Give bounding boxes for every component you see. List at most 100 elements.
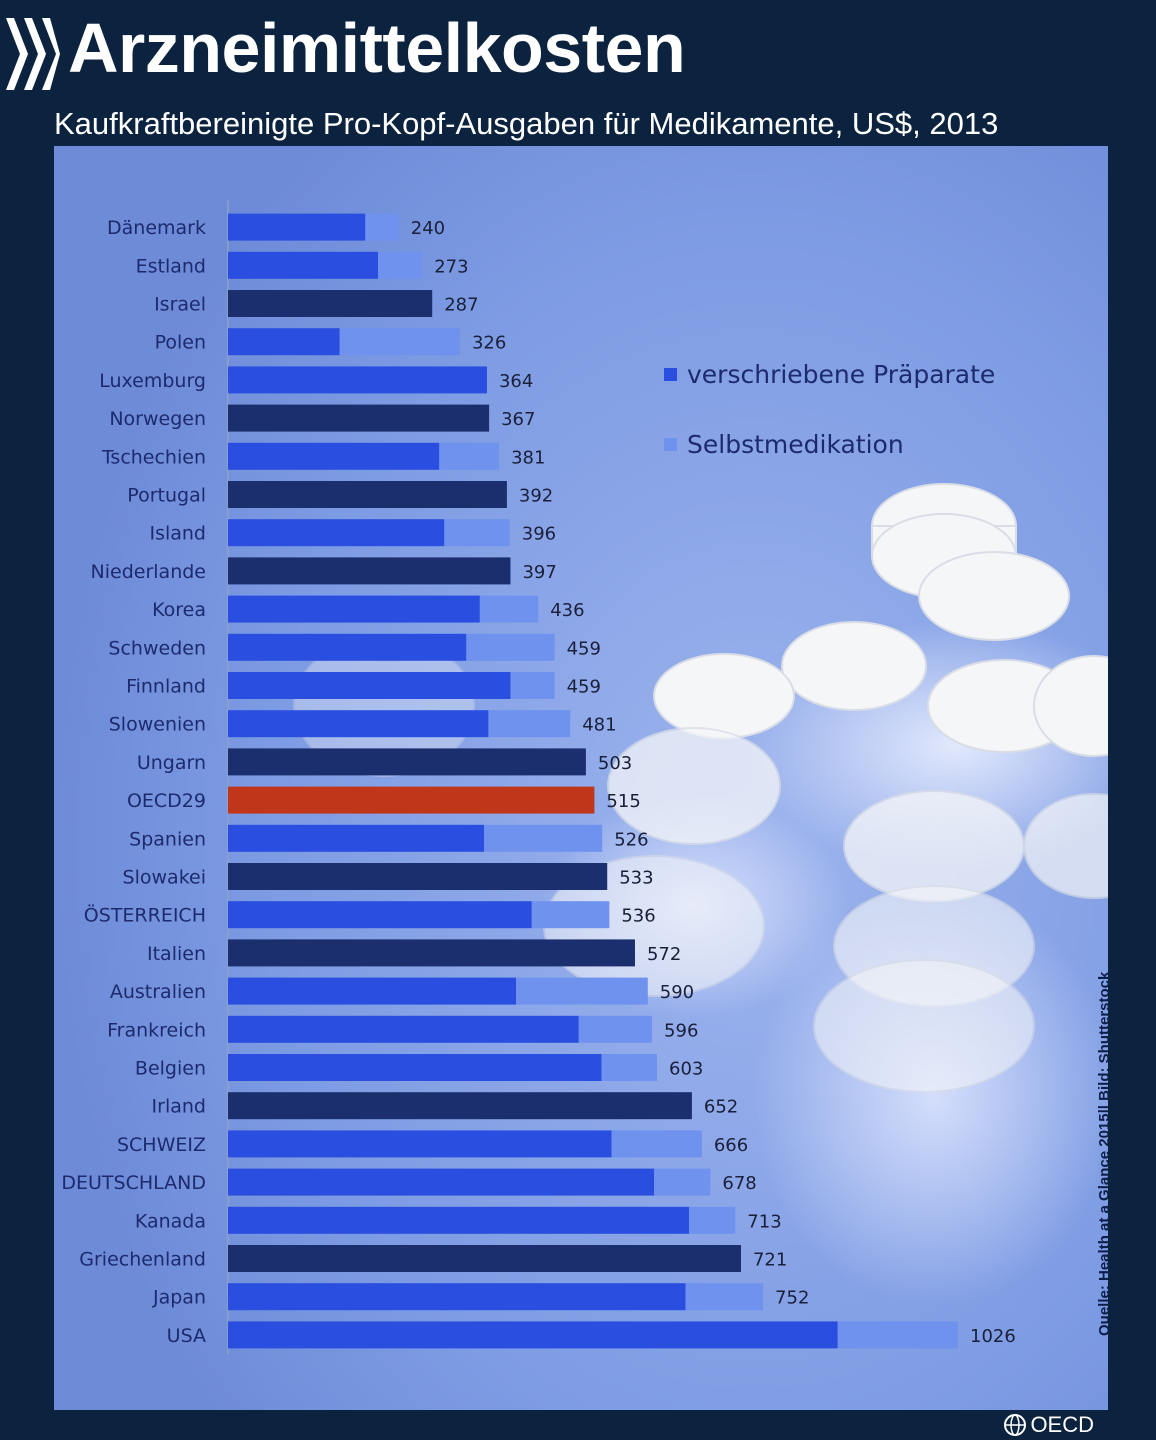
value-label-griechenland: 721: [753, 1250, 787, 1271]
bar-prescribed-usa: [228, 1321, 838, 1349]
legend-swatch-prescribed: [664, 367, 677, 381]
bar-otc-schweden: [466, 633, 555, 661]
category-label-norwegen: Norwegen: [109, 408, 206, 430]
category-label-schweden: Schweden: [108, 637, 206, 659]
category-label-luxemburg: Luxemburg: [99, 370, 206, 392]
bar-prescribed-schweden: [228, 633, 467, 661]
category-label-schweiz: SCHWEIZ: [117, 1134, 206, 1156]
value-label-slowenien: 481: [582, 715, 616, 736]
bar-total-slowakei: [228, 863, 608, 890]
source-note: Quelle: Health at a Glance 2015|| Bild: …: [1096, 971, 1108, 1336]
category-label-island: Island: [149, 523, 206, 545]
value-label-frankreich: 596: [664, 1020, 698, 1041]
category-label-slowenien: Slowenien: [109, 714, 206, 736]
bar-total-norwegen: [228, 404, 490, 432]
chart-title: Arzneimittelkosten: [68, 9, 686, 87]
bar-otc-spanien: [484, 824, 603, 852]
category-label-portugal: Portugal: [127, 485, 206, 507]
category-label-tschechien: Tschechien: [101, 446, 206, 468]
bar-otc-korea: [479, 595, 539, 623]
category-label-spanien: Spanien: [129, 828, 206, 850]
bar-total-israel: [228, 290, 433, 317]
category-label-korea: Korea: [152, 599, 206, 621]
category-label-österreich: ÖSTERREICH: [84, 904, 206, 927]
bar-otc-schweiz: [611, 1130, 702, 1158]
category-label-japan: Japan: [152, 1287, 206, 1309]
bar-otc-japan: [685, 1283, 764, 1311]
category-label-griechenland: Griechenland: [79, 1249, 206, 1271]
bar-otc-island: [444, 519, 510, 547]
value-label-italien: 572: [647, 944, 681, 965]
bar-prescribed-tschechien: [228, 442, 440, 470]
category-label-oecd29: OECD29: [127, 790, 206, 812]
bar-otc-slowenien: [488, 710, 571, 738]
brand-label: OECD: [1030, 1412, 1094, 1437]
category-label-slowakei: Slowakei: [123, 867, 206, 889]
category-label-polen: Polen: [155, 332, 206, 354]
bar-prescribed-spanien: [228, 824, 485, 852]
category-label-niederlande: Niederlande: [91, 561, 206, 583]
bar-otc-frankreich: [578, 1015, 653, 1043]
bar-otc-tschechien: [439, 442, 500, 470]
value-label-australien: 590: [660, 982, 694, 1003]
value-label-portugal: 392: [519, 486, 553, 507]
category-label-ungarn: Ungarn: [137, 752, 206, 774]
category-label-dänemark: Dänemark: [107, 217, 206, 239]
value-label-schweiz: 666: [714, 1135, 748, 1156]
bar-otc-kanada: [689, 1206, 736, 1234]
value-label-deutschland: 678: [722, 1173, 756, 1194]
value-label-luxemburg: 364: [499, 371, 533, 392]
category-label-israel: Israel: [154, 294, 206, 316]
bar-prescribed-deutschland: [228, 1168, 655, 1196]
bar-otc-finnland: [510, 672, 555, 699]
value-label-polen: 326: [472, 333, 506, 354]
value-label-finnland: 459: [567, 677, 601, 698]
bar-prescribed-australien: [228, 977, 517, 1005]
value-label-norwegen: 367: [501, 409, 535, 430]
legend-swatch-otc: [664, 437, 677, 451]
bar-prescribed-belgien: [228, 1054, 602, 1081]
bar-otc-australien: [516, 977, 648, 1005]
value-label-tschechien: 381: [511, 447, 545, 468]
bar-chart: Dänemark 240 Estland 273 Israel 287 Polen 326 Lu…: [61, 200, 1016, 1354]
category-label-finnland: Finnland: [126, 676, 206, 698]
bar-prescribed-korea: [228, 595, 480, 623]
bar-otc-polen: [339, 328, 460, 356]
oecd-brand: OECD: [1004, 1412, 1094, 1438]
value-label-usa: 1026: [970, 1326, 1016, 1347]
bar-prescribed-dänemark: [228, 213, 366, 241]
bar-total-griechenland: [228, 1245, 741, 1272]
bar-otc-deutschland: [654, 1168, 711, 1196]
category-label-deutschland: DEUTSCHLAND: [61, 1172, 206, 1194]
value-label-kanada: 713: [747, 1211, 781, 1232]
category-label-belgien: Belgien: [135, 1058, 206, 1080]
value-label-israel: 287: [444, 295, 478, 316]
category-label-irland: Irland: [152, 1096, 206, 1118]
category-label-kanada: Kanada: [135, 1210, 206, 1232]
value-label-japan: 752: [775, 1288, 809, 1309]
bar-total-ungarn: [228, 748, 586, 776]
value-label-irland: 652: [704, 1097, 738, 1118]
legend-item-prescribed: verschriebene Präparate: [664, 356, 995, 392]
bar-prescribed-kanada: [228, 1206, 690, 1234]
value-label-niederlande: 397: [522, 562, 556, 583]
bar-otc-dänemark: [365, 213, 399, 241]
category-label-italien: Italien: [147, 943, 206, 965]
bar-prescribed-island: [228, 519, 445, 547]
bar-prescribed-luxemburg: [228, 366, 487, 394]
bar-total-irland: [228, 1092, 692, 1120]
bar-otc-belgien: [601, 1054, 658, 1081]
globe-icon: [1004, 1414, 1027, 1436]
bar-prescribed-frankreich: [228, 1015, 579, 1043]
value-label-estland: 273: [434, 256, 468, 277]
bar-prescribed-japan: [228, 1283, 686, 1311]
bar-prescribed-estland: [228, 251, 379, 279]
bar-prescribed-finnland: [228, 672, 511, 699]
bar-total-portugal: [228, 481, 507, 508]
value-label-belgien: 603: [669, 1059, 703, 1080]
value-label-österreich: 536: [621, 906, 655, 927]
bar-prescribed-polen: [228, 328, 340, 356]
value-label-oecd29: 515: [606, 791, 640, 812]
bar-otc-usa: [837, 1321, 958, 1349]
chart-subtitle: Kaufkraftbereinigte Pro-Kopf-Ausgaben fü…: [54, 106, 999, 141]
